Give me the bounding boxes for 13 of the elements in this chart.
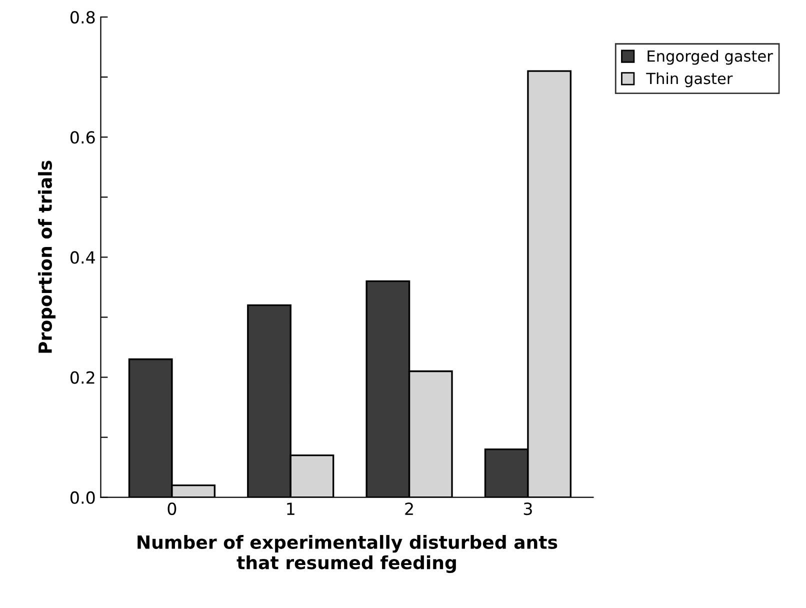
y-tick-label: 0.0 xyxy=(70,491,95,504)
y-tick-label: 0.8 xyxy=(70,10,95,24)
x-tick-label: 0 xyxy=(168,502,176,516)
x-tick-label: 3 xyxy=(524,502,532,516)
y-tick-label: 0.6 xyxy=(70,131,95,144)
x-axis-title: Number of experimentally disturbed ants that resumed feeding xyxy=(138,535,558,573)
y-axis-title: Proportion of trials xyxy=(38,160,56,353)
y-tick-label: 0.2 xyxy=(70,371,94,384)
x-tick-label: 1 xyxy=(287,502,294,515)
x-tick-label: 2 xyxy=(405,502,413,515)
y-tick-label: 0.4 xyxy=(70,251,95,264)
legend-label: Thin gaster xyxy=(646,72,733,88)
legend-label: Engorged gaster xyxy=(648,50,773,65)
